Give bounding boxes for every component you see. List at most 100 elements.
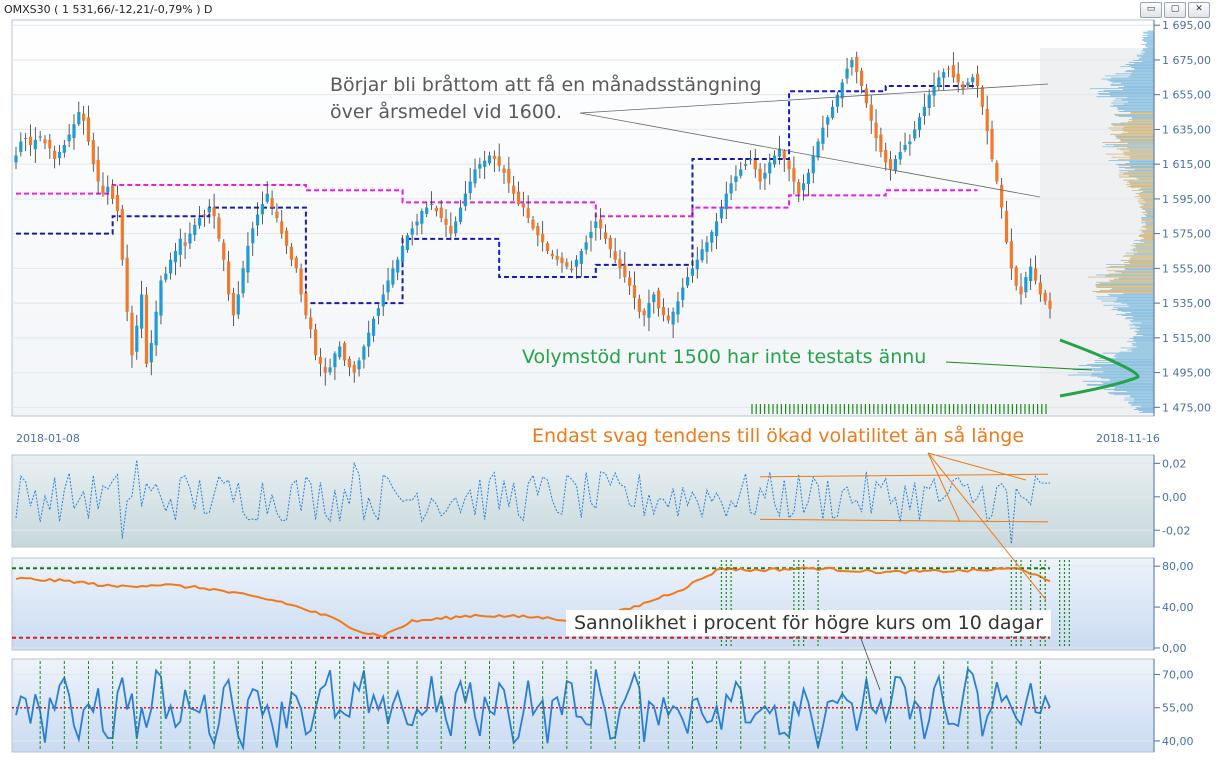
candle-body <box>487 155 492 164</box>
candle-body <box>33 139 37 150</box>
candle-body <box>951 65 955 78</box>
candle-body <box>695 259 699 270</box>
volatility-channel-upper <box>759 473 1049 478</box>
candle-body <box>806 172 811 185</box>
candle-body <box>961 84 965 90</box>
candle-body <box>86 117 91 142</box>
y-tick-label: 1 515,00 <box>1162 332 1211 345</box>
candle-body <box>19 141 23 153</box>
candle-body <box>483 160 487 167</box>
close-button[interactable]: ✕ <box>1188 2 1210 18</box>
candle-body <box>879 134 883 152</box>
candle-body <box>719 207 724 219</box>
connector-volatility <box>927 452 1047 601</box>
candle-body <box>468 181 472 194</box>
candle-body <box>975 73 980 86</box>
candle-body <box>603 232 608 239</box>
candle-body <box>1048 300 1052 309</box>
candle-body <box>429 204 434 206</box>
candle-body <box>985 108 989 132</box>
candle-body <box>410 228 414 235</box>
candle-body <box>381 294 385 307</box>
annotation-probability: Sannolikhet i procent för högre kurs om … <box>566 610 1052 636</box>
candle-body <box>222 242 226 260</box>
annotation-line-2: över årsmedel vid 1600. <box>330 101 563 123</box>
candle-body <box>743 164 748 166</box>
candle-body <box>217 217 221 239</box>
y-tick-label: 1 535,00 <box>1162 297 1211 310</box>
candle-body <box>1014 267 1018 286</box>
y-tick-label: 1 635,00 <box>1162 123 1211 136</box>
end-date-label: 2018-11-16 <box>1096 432 1160 445</box>
candle-body <box>531 219 535 229</box>
candle-body <box>647 303 651 318</box>
candle-body <box>400 245 405 263</box>
candle-body <box>671 311 675 325</box>
volatility-channel-lower <box>759 518 1049 523</box>
candle-body <box>313 329 318 356</box>
candle-body <box>101 185 105 194</box>
connector-month-close <box>579 83 1049 198</box>
candle-body <box>937 77 941 87</box>
candle-body <box>594 221 598 228</box>
candle-body <box>681 287 685 300</box>
panel-ret <box>11 454 1155 548</box>
candle-body <box>840 82 844 99</box>
candle-body <box>830 106 835 118</box>
candle-body <box>159 280 163 316</box>
candle-body <box>164 273 168 280</box>
candle-body <box>304 292 308 316</box>
candle-body <box>275 211 279 218</box>
candle-body <box>526 208 530 218</box>
y-tick-label: 1 595,00 <box>1162 193 1211 206</box>
candle-body <box>584 242 588 250</box>
candle-body <box>420 211 424 224</box>
candle-body <box>980 87 984 107</box>
minimize-button[interactable]: ▭ <box>1140 2 1162 18</box>
candle-body <box>255 214 260 226</box>
candle-body <box>710 231 714 243</box>
candle-body <box>342 343 347 361</box>
candle-body <box>777 148 782 157</box>
candle-body <box>816 141 820 158</box>
candle-body <box>739 169 743 176</box>
candle-body <box>787 160 791 170</box>
maximize-button[interactable]: ▢ <box>1164 2 1186 18</box>
candle-body <box>1033 268 1038 281</box>
candle-body <box>169 259 173 274</box>
candle-body <box>323 366 327 373</box>
candle-body <box>1043 292 1047 302</box>
connector-volume <box>945 361 1093 371</box>
candle-body <box>686 277 690 286</box>
candle-body <box>415 221 419 226</box>
candle-body <box>661 307 666 316</box>
candle-body <box>328 367 332 373</box>
candle-body <box>570 268 574 271</box>
candle-body <box>367 332 371 347</box>
candle-body <box>927 94 931 108</box>
candle-body <box>294 257 298 269</box>
candle-body <box>241 268 245 294</box>
candle-body <box>623 264 627 278</box>
candle-body <box>260 204 265 215</box>
candle-body <box>72 124 76 138</box>
annotation-volume-support: Volymstöd runt 1500 har inte testats änn… <box>522 346 927 368</box>
returns-line <box>15 459 1051 544</box>
candle-body <box>270 198 274 208</box>
candle-body <box>855 56 859 73</box>
candle-body <box>888 159 893 170</box>
candle-body <box>497 156 501 166</box>
candle-body <box>135 325 139 352</box>
candle-body <box>893 158 897 171</box>
candle-body <box>642 310 646 316</box>
candle-body <box>541 233 545 243</box>
candle-body <box>120 209 124 260</box>
candle-body <box>338 346 342 358</box>
candle-body <box>734 176 738 183</box>
candle-body <box>884 149 888 163</box>
oscillator-line <box>15 667 1051 752</box>
y-tick-label: 1 475,00 <box>1162 401 1211 414</box>
candle-body <box>971 77 975 83</box>
candle-body <box>280 221 284 234</box>
